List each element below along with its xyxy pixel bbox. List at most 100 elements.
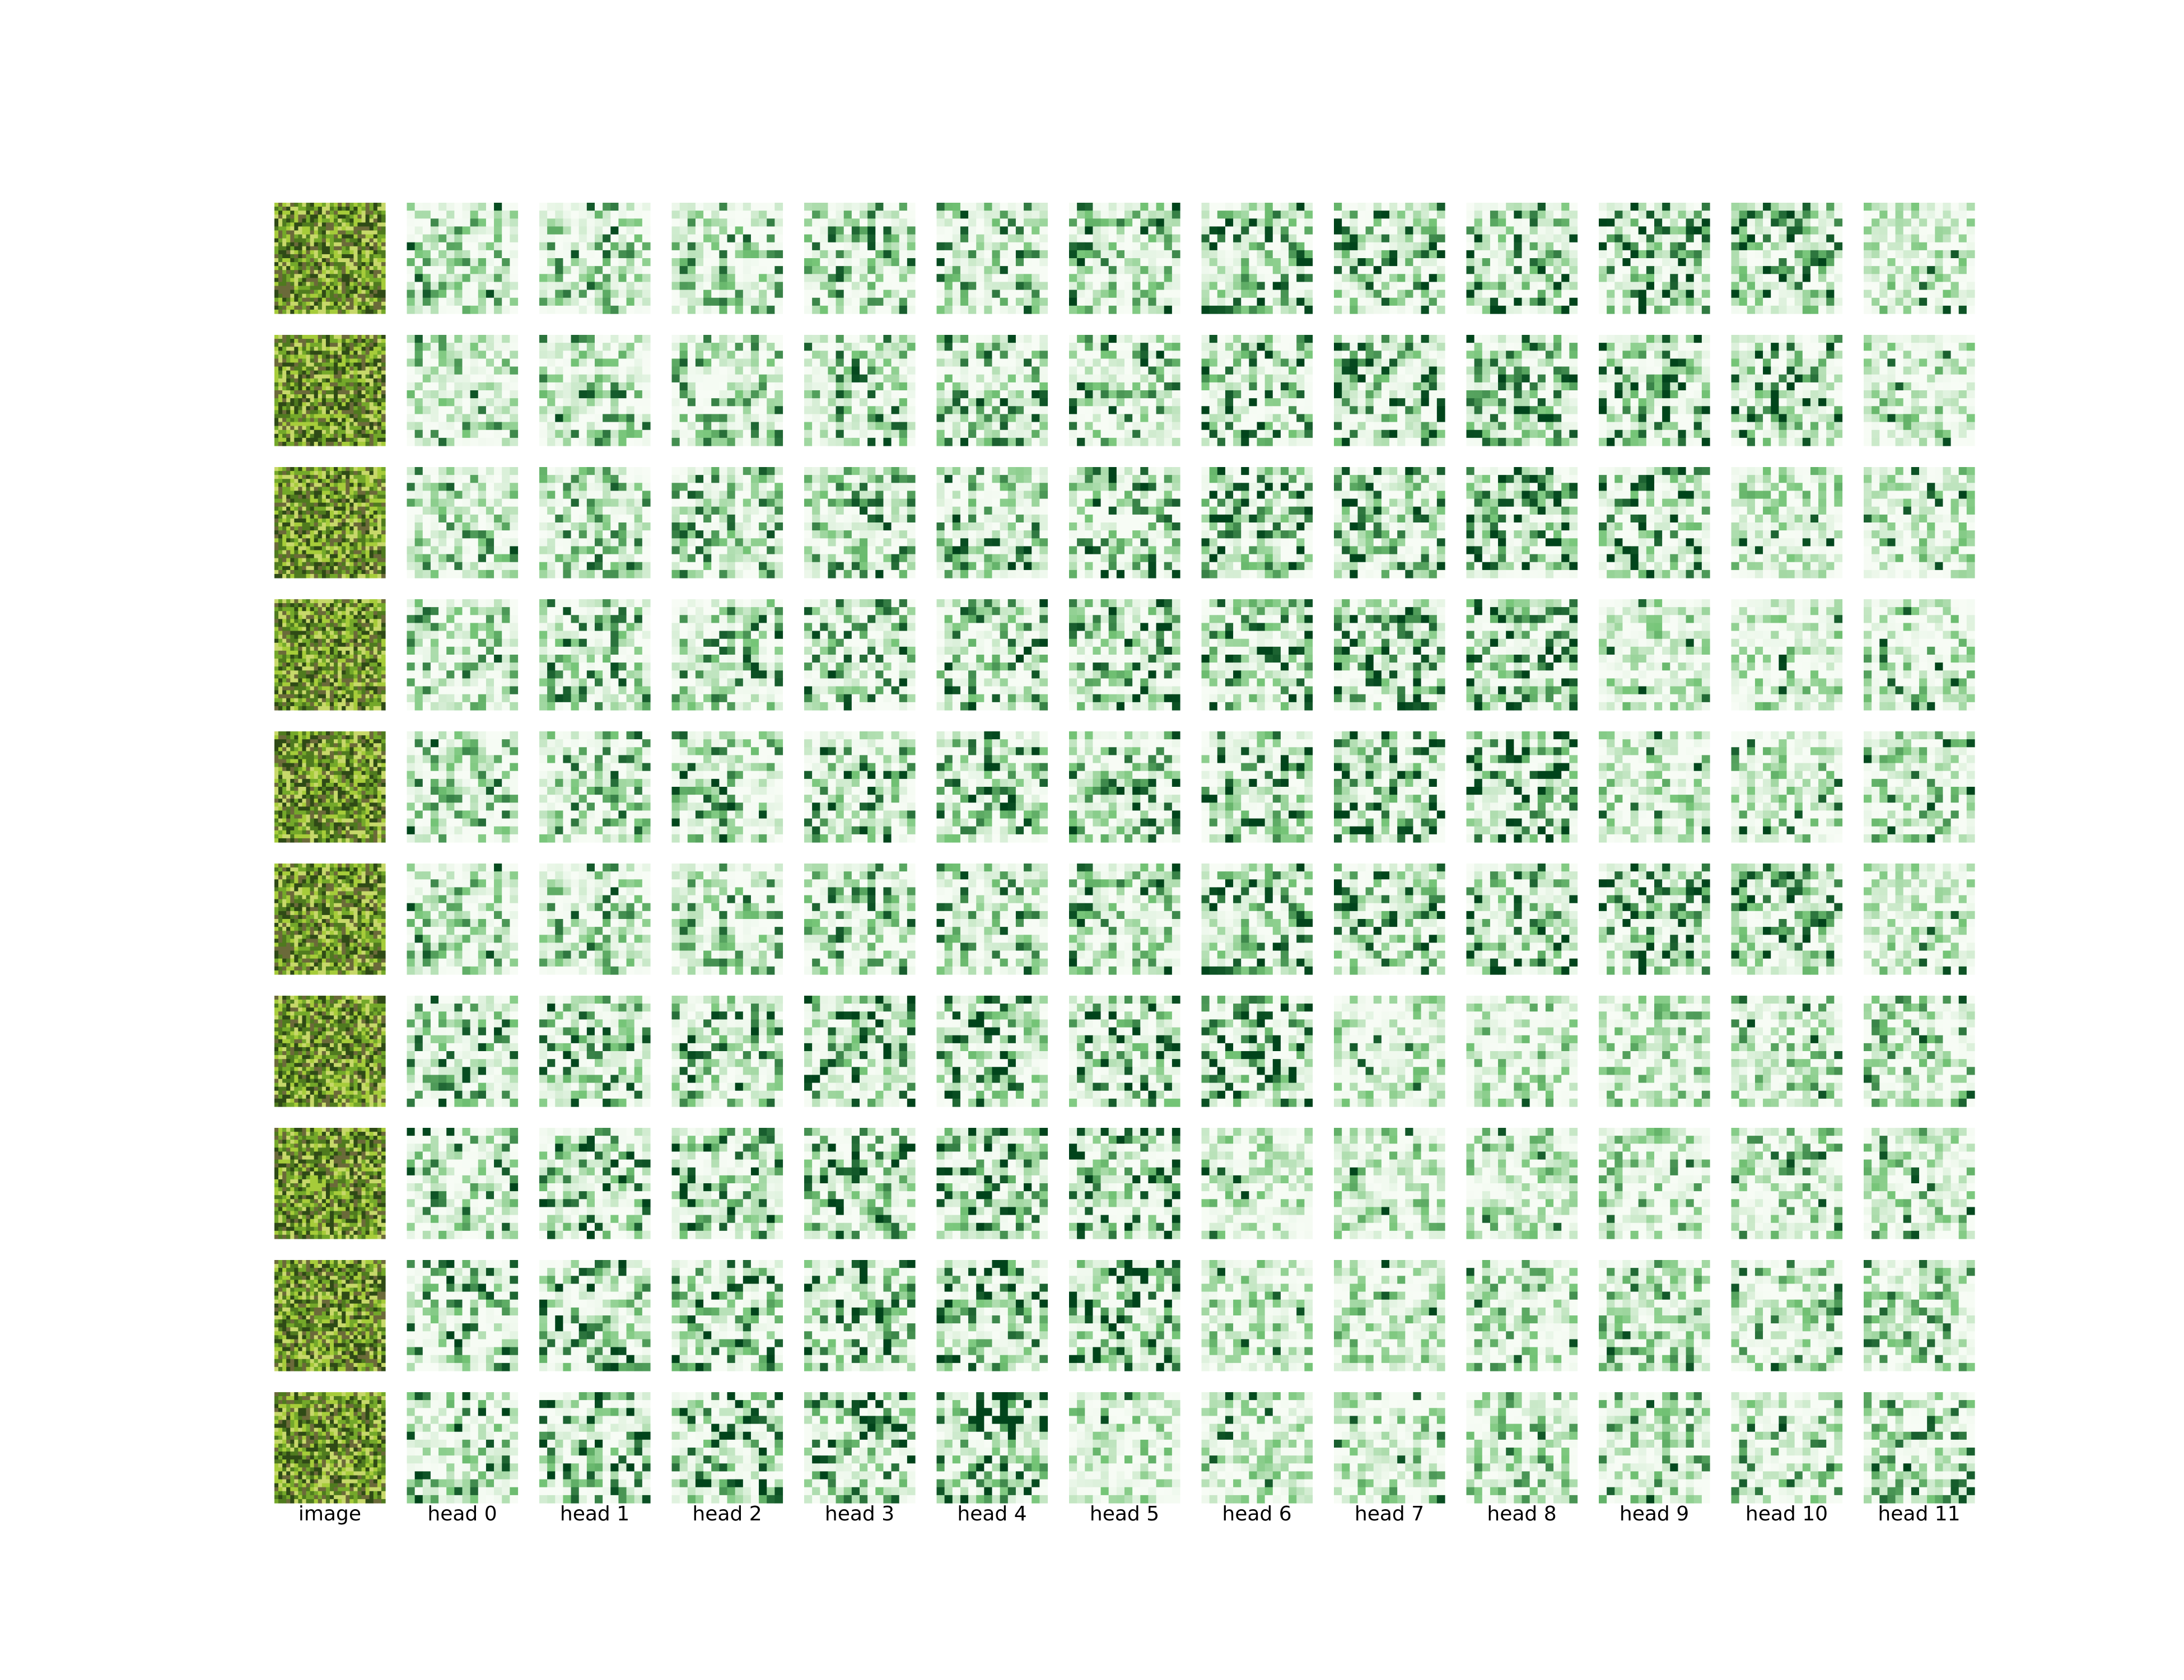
attention-cell [937,250,945,259]
image-pixel [310,310,315,314]
image-pixel [349,266,354,270]
image-pixel [362,351,366,355]
attention-cell [867,282,876,290]
image-pixel [318,302,323,306]
image-pixel [326,254,330,259]
attention-cell [945,203,953,211]
image-pixel [362,363,366,367]
attention-cell [1810,250,1819,259]
image-pixel [318,203,323,207]
attention-cell [1646,290,1655,298]
attention-cell [446,242,455,251]
image-pixel [294,418,298,423]
image-pixel [274,438,279,442]
attention-cell [1538,242,1546,251]
attention-cell [478,282,487,290]
image-pixel [362,398,366,403]
image-pixel [353,335,358,339]
attention-cell [539,351,548,359]
attention-cell [1732,250,1740,259]
image-pixel [322,430,326,435]
image-pixel [362,343,366,347]
attention-cell [892,203,900,211]
attention-cell [844,266,852,274]
attention-cell [735,358,744,367]
image-pixel [278,367,283,371]
attention-cell [470,382,479,391]
image-pixel [298,222,302,227]
attention-cell [1530,266,1538,274]
image-pixel [349,351,354,355]
attention-cell [1304,282,1313,290]
attention-cell [1405,242,1413,251]
attention-cell [1397,258,1406,267]
attention-cell [1607,226,1615,235]
image-pixel [377,246,382,251]
attention-cell [510,306,518,314]
attention-cell [1039,226,1048,235]
attention-cell [1903,298,1912,306]
image-pixel [286,222,291,227]
attention-cell [711,343,720,351]
image-pixel [366,298,370,302]
image-pixel [294,354,298,359]
image-pixel [274,354,279,359]
image-pixel [366,302,370,306]
attention-cell [1872,258,1880,267]
image-pixel [338,351,342,355]
attention-cell [1342,290,1350,298]
image-pixel [322,422,326,427]
attention-cell [595,290,603,298]
attention-cell [587,226,595,235]
image-pixel [290,358,295,363]
attention-cell [1569,282,1578,290]
attention-cell [627,298,635,306]
attention-cell [759,226,767,235]
attention-cell [1607,211,1615,219]
attention-cell [415,351,423,359]
attention-cell [1357,298,1366,306]
attention-cell [642,422,651,431]
attention-cell [1490,258,1499,267]
attention-cell [1334,250,1342,259]
image-pixel [374,394,378,399]
image-pixel [318,286,323,291]
attention-cell [828,306,836,314]
attention-cell [1903,235,1912,243]
attention-cell [767,258,775,267]
image-pixel [294,262,298,267]
attention-cell [579,274,587,282]
image-pixel [294,382,298,387]
attention-cell [415,235,423,243]
image-pixel [358,438,362,442]
attention-cell [587,335,595,343]
attention-cell [1257,306,1266,314]
attention-cell [1217,242,1226,251]
image-pixel [306,347,311,351]
image-pixel [330,258,334,263]
attention-cell [1599,226,1607,235]
attention-cell [727,367,736,375]
attention-cell [703,218,712,227]
image-pixel [338,339,342,343]
image-pixel [353,371,358,375]
image-pixel [334,335,338,339]
attention-cell [1522,235,1530,243]
image-pixel [349,339,354,343]
attention-cell [751,351,759,359]
image-pixel [314,426,319,431]
attention-cell [696,203,704,211]
attention-cell [1296,290,1305,298]
attention-cell [1164,218,1173,227]
attention-cell [595,414,603,422]
attention-cell [587,422,595,431]
attention-cell [1172,274,1180,282]
attention-cell [1032,298,1040,306]
attention-cell [478,351,487,359]
image-pixel [370,414,374,418]
image-pixel [286,402,291,407]
attention-cell [547,282,556,290]
attention-cell [1000,258,1009,267]
attention-cell [1702,298,1710,306]
attention-map-head-3 [804,203,916,314]
